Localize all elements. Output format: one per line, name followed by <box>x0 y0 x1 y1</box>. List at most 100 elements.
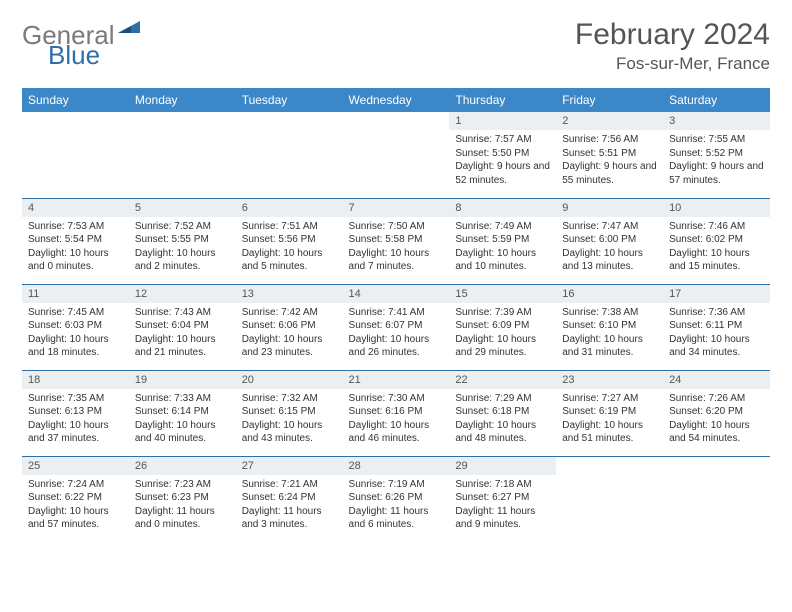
calendar-day-cell <box>236 112 343 198</box>
calendar-day-cell: 5Sunrise: 7:52 AMSunset: 5:55 PMDaylight… <box>129 198 236 284</box>
day-details: Sunrise: 7:45 AMSunset: 6:03 PMDaylight:… <box>22 303 129 365</box>
weekday-header: Thursday <box>449 88 556 112</box>
calendar-day-cell: 19Sunrise: 7:33 AMSunset: 6:14 PMDayligh… <box>129 370 236 456</box>
day-details: Sunrise: 7:30 AMSunset: 6:16 PMDaylight:… <box>343 389 450 451</box>
day-number: 9 <box>556 199 663 217</box>
day-number: 19 <box>129 371 236 389</box>
brand-logo: GeneralBlue <box>22 18 140 68</box>
weekday-header: Friday <box>556 88 663 112</box>
calendar-table: SundayMondayTuesdayWednesdayThursdayFrid… <box>22 88 770 542</box>
day-details: Sunrise: 7:35 AMSunset: 6:13 PMDaylight:… <box>22 389 129 451</box>
calendar-day-cell: 13Sunrise: 7:42 AMSunset: 6:06 PMDayligh… <box>236 284 343 370</box>
day-details: Sunrise: 7:52 AMSunset: 5:55 PMDaylight:… <box>129 217 236 279</box>
day-number: 15 <box>449 285 556 303</box>
calendar-day-cell: 24Sunrise: 7:26 AMSunset: 6:20 PMDayligh… <box>663 370 770 456</box>
day-details: Sunrise: 7:39 AMSunset: 6:09 PMDaylight:… <box>449 303 556 365</box>
calendar-day-cell <box>556 456 663 542</box>
day-number: 10 <box>663 199 770 217</box>
brand-part2: Blue <box>48 43 140 68</box>
day-number: 29 <box>449 457 556 475</box>
weekday-header: Monday <box>129 88 236 112</box>
day-details: Sunrise: 7:55 AMSunset: 5:52 PMDaylight:… <box>663 130 770 192</box>
day-details: Sunrise: 7:24 AMSunset: 6:22 PMDaylight:… <box>22 475 129 537</box>
calendar-day-cell: 23Sunrise: 7:27 AMSunset: 6:19 PMDayligh… <box>556 370 663 456</box>
day-details: Sunrise: 7:57 AMSunset: 5:50 PMDaylight:… <box>449 130 556 192</box>
calendar-day-cell <box>129 112 236 198</box>
day-number: 1 <box>449 112 556 130</box>
day-details: Sunrise: 7:18 AMSunset: 6:27 PMDaylight:… <box>449 475 556 537</box>
day-details: Sunrise: 7:53 AMSunset: 5:54 PMDaylight:… <box>22 217 129 279</box>
day-number: 25 <box>22 457 129 475</box>
calendar-day-cell: 4Sunrise: 7:53 AMSunset: 5:54 PMDaylight… <box>22 198 129 284</box>
weekday-header: Sunday <box>22 88 129 112</box>
day-number: 3 <box>663 112 770 130</box>
day-details: Sunrise: 7:50 AMSunset: 5:58 PMDaylight:… <box>343 217 450 279</box>
calendar-day-cell: 2Sunrise: 7:56 AMSunset: 5:51 PMDaylight… <box>556 112 663 198</box>
calendar-week-row: 11Sunrise: 7:45 AMSunset: 6:03 PMDayligh… <box>22 284 770 370</box>
day-number: 12 <box>129 285 236 303</box>
day-details: Sunrise: 7:56 AMSunset: 5:51 PMDaylight:… <box>556 130 663 192</box>
calendar-day-cell: 16Sunrise: 7:38 AMSunset: 6:10 PMDayligh… <box>556 284 663 370</box>
day-details: Sunrise: 7:49 AMSunset: 5:59 PMDaylight:… <box>449 217 556 279</box>
header: GeneralBlue February 2024 Fos-sur-Mer, F… <box>22 18 770 74</box>
day-number: 4 <box>22 199 129 217</box>
day-number: 23 <box>556 371 663 389</box>
day-number: 6 <box>236 199 343 217</box>
day-number: 24 <box>663 371 770 389</box>
day-number: 17 <box>663 285 770 303</box>
calendar-day-cell: 12Sunrise: 7:43 AMSunset: 6:04 PMDayligh… <box>129 284 236 370</box>
day-details: Sunrise: 7:29 AMSunset: 6:18 PMDaylight:… <box>449 389 556 451</box>
calendar-day-cell: 22Sunrise: 7:29 AMSunset: 6:18 PMDayligh… <box>449 370 556 456</box>
calendar-day-cell: 6Sunrise: 7:51 AMSunset: 5:56 PMDaylight… <box>236 198 343 284</box>
day-number: 26 <box>129 457 236 475</box>
calendar-day-cell: 27Sunrise: 7:21 AMSunset: 6:24 PMDayligh… <box>236 456 343 542</box>
calendar-day-cell <box>343 112 450 198</box>
calendar-day-cell: 17Sunrise: 7:36 AMSunset: 6:11 PMDayligh… <box>663 284 770 370</box>
day-details: Sunrise: 7:19 AMSunset: 6:26 PMDaylight:… <box>343 475 450 537</box>
calendar-day-cell: 25Sunrise: 7:24 AMSunset: 6:22 PMDayligh… <box>22 456 129 542</box>
weekday-header-row: SundayMondayTuesdayWednesdayThursdayFrid… <box>22 88 770 112</box>
calendar-day-cell: 20Sunrise: 7:32 AMSunset: 6:15 PMDayligh… <box>236 370 343 456</box>
day-number: 20 <box>236 371 343 389</box>
day-details: Sunrise: 7:26 AMSunset: 6:20 PMDaylight:… <box>663 389 770 451</box>
calendar-day-cell: 9Sunrise: 7:47 AMSunset: 6:00 PMDaylight… <box>556 198 663 284</box>
calendar-day-cell: 11Sunrise: 7:45 AMSunset: 6:03 PMDayligh… <box>22 284 129 370</box>
day-details: Sunrise: 7:38 AMSunset: 6:10 PMDaylight:… <box>556 303 663 365</box>
calendar-day-cell: 10Sunrise: 7:46 AMSunset: 6:02 PMDayligh… <box>663 198 770 284</box>
weekday-header: Tuesday <box>236 88 343 112</box>
calendar-week-row: 25Sunrise: 7:24 AMSunset: 6:22 PMDayligh… <box>22 456 770 542</box>
calendar-day-cell <box>663 456 770 542</box>
calendar-day-cell: 8Sunrise: 7:49 AMSunset: 5:59 PMDaylight… <box>449 198 556 284</box>
weekday-header: Wednesday <box>343 88 450 112</box>
calendar-day-cell: 21Sunrise: 7:30 AMSunset: 6:16 PMDayligh… <box>343 370 450 456</box>
day-details: Sunrise: 7:32 AMSunset: 6:15 PMDaylight:… <box>236 389 343 451</box>
calendar-body: 1Sunrise: 7:57 AMSunset: 5:50 PMDaylight… <box>22 112 770 542</box>
location: Fos-sur-Mer, France <box>575 54 770 74</box>
day-number: 8 <box>449 199 556 217</box>
day-details: Sunrise: 7:33 AMSunset: 6:14 PMDaylight:… <box>129 389 236 451</box>
calendar-week-row: 1Sunrise: 7:57 AMSunset: 5:50 PMDaylight… <box>22 112 770 198</box>
calendar-week-row: 18Sunrise: 7:35 AMSunset: 6:13 PMDayligh… <box>22 370 770 456</box>
day-details: Sunrise: 7:23 AMSunset: 6:23 PMDaylight:… <box>129 475 236 537</box>
day-number: 11 <box>22 285 129 303</box>
calendar-day-cell: 1Sunrise: 7:57 AMSunset: 5:50 PMDaylight… <box>449 112 556 198</box>
day-details: Sunrise: 7:43 AMSunset: 6:04 PMDaylight:… <box>129 303 236 365</box>
day-details: Sunrise: 7:21 AMSunset: 6:24 PMDaylight:… <box>236 475 343 537</box>
calendar-day-cell: 26Sunrise: 7:23 AMSunset: 6:23 PMDayligh… <box>129 456 236 542</box>
day-details: Sunrise: 7:51 AMSunset: 5:56 PMDaylight:… <box>236 217 343 279</box>
day-number: 27 <box>236 457 343 475</box>
calendar-day-cell: 18Sunrise: 7:35 AMSunset: 6:13 PMDayligh… <box>22 370 129 456</box>
title-block: February 2024 Fos-sur-Mer, France <box>575 18 770 74</box>
calendar-day-cell: 14Sunrise: 7:41 AMSunset: 6:07 PMDayligh… <box>343 284 450 370</box>
day-details: Sunrise: 7:42 AMSunset: 6:06 PMDaylight:… <box>236 303 343 365</box>
day-number: 21 <box>343 371 450 389</box>
day-number: 22 <box>449 371 556 389</box>
calendar-week-row: 4Sunrise: 7:53 AMSunset: 5:54 PMDaylight… <box>22 198 770 284</box>
calendar-day-cell: 7Sunrise: 7:50 AMSunset: 5:58 PMDaylight… <box>343 198 450 284</box>
calendar-day-cell: 29Sunrise: 7:18 AMSunset: 6:27 PMDayligh… <box>449 456 556 542</box>
day-details: Sunrise: 7:36 AMSunset: 6:11 PMDaylight:… <box>663 303 770 365</box>
day-number: 28 <box>343 457 450 475</box>
calendar-day-cell: 15Sunrise: 7:39 AMSunset: 6:09 PMDayligh… <box>449 284 556 370</box>
day-details: Sunrise: 7:27 AMSunset: 6:19 PMDaylight:… <box>556 389 663 451</box>
day-details: Sunrise: 7:46 AMSunset: 6:02 PMDaylight:… <box>663 217 770 279</box>
